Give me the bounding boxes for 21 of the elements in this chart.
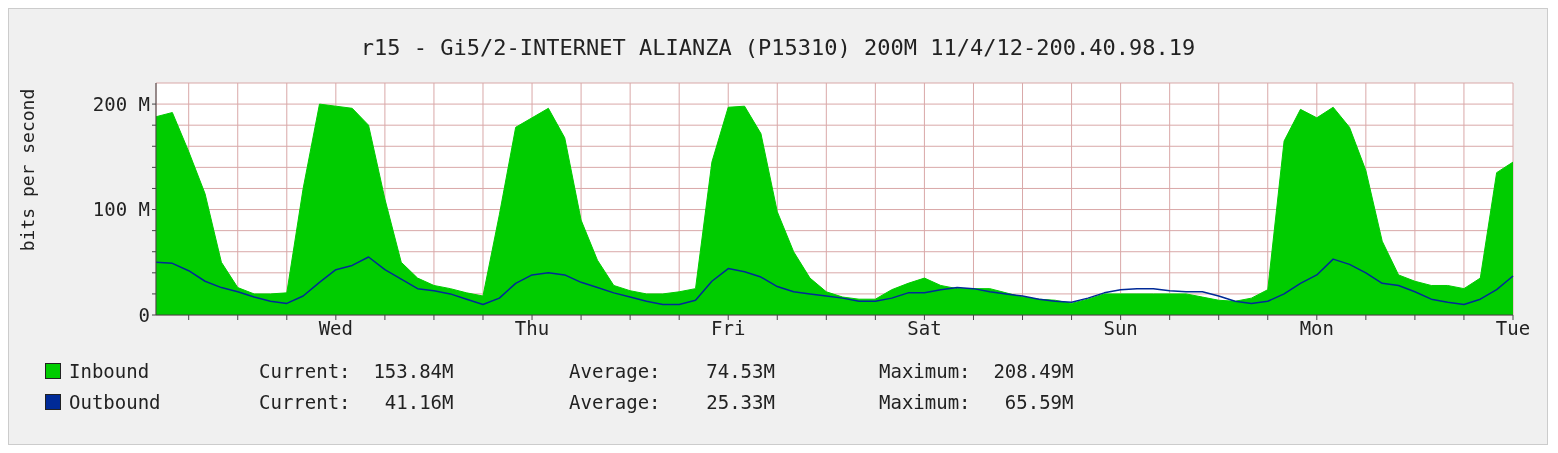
x-tick-label: Fri <box>711 317 746 340</box>
text: Average: 74.53M <box>569 359 776 382</box>
x-tick-label: Sun <box>1103 317 1138 340</box>
y-tick-label: 100 M <box>92 198 150 221</box>
x-tick-label: Mon <box>1299 317 1334 340</box>
x-tick-label: Wed <box>318 317 354 340</box>
y-axis-title: bits per second <box>16 88 38 252</box>
y-tick-label: 0 <box>138 303 150 326</box>
x-tick-label: Thu <box>514 317 550 340</box>
x-tick-label: Sat <box>907 317 942 340</box>
text: Current: 41.16M <box>259 390 455 413</box>
legend-label: Outbound <box>69 390 162 413</box>
text: Average: 25.33M <box>569 390 776 413</box>
x-tick-label: Tue <box>1495 317 1531 340</box>
line-series <box>155 256 1514 306</box>
text: Maximum: 65.59M <box>879 390 1075 413</box>
chart-title: r15 - Gi5/2-INTERNET ALIANZA (P15310) 200M 11/4/12-200.40.98.19 <box>359 34 1197 62</box>
legend-label: Inbound <box>69 359 151 382</box>
text: Current: 153.84M <box>259 359 455 382</box>
text: Maximum: 208.49M <box>879 359 1075 382</box>
y-tick-label: 200 M <box>92 92 150 115</box>
